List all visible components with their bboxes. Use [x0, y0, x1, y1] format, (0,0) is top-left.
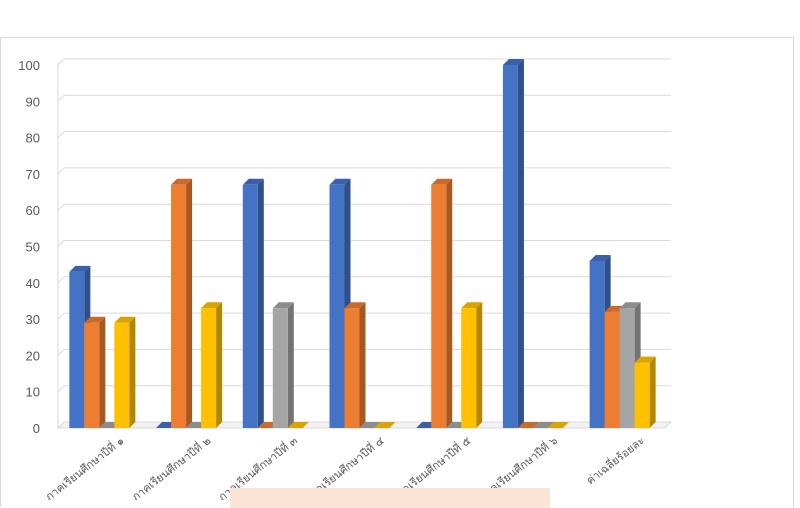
bar — [242, 178, 264, 428]
gridline-diagonal — [57, 240, 65, 247]
bar — [431, 178, 453, 428]
bar-top — [547, 422, 569, 428]
bar-front — [502, 65, 518, 428]
bar — [287, 422, 309, 428]
gridline-diagonal — [57, 421, 65, 429]
bar-top — [461, 302, 483, 309]
bar-top — [242, 178, 264, 185]
bar-top — [114, 316, 136, 323]
gridline-diagonal — [57, 94, 65, 102]
gridline-diagonal — [57, 167, 65, 175]
bar-front — [242, 184, 258, 428]
legend-box — [230, 488, 550, 508]
bar — [84, 316, 106, 428]
bar-top — [359, 422, 381, 428]
bar — [272, 302, 294, 428]
bar — [532, 422, 554, 428]
bar — [634, 356, 656, 428]
y-tick-label: 70 — [26, 167, 40, 182]
bar-front — [84, 322, 100, 428]
bar-top — [272, 302, 294, 309]
bar-top — [287, 422, 309, 428]
bar — [547, 422, 569, 428]
bar-front — [329, 184, 345, 428]
bar-front — [619, 308, 635, 428]
bar — [171, 178, 193, 428]
bar-front — [114, 322, 130, 428]
y-tick-label: 80 — [26, 131, 40, 146]
bar-side — [186, 178, 193, 428]
bar-front — [201, 308, 217, 428]
gridline-diagonal — [57, 276, 65, 284]
bar-front — [344, 308, 360, 428]
bar-top — [344, 302, 366, 309]
bar-top — [69, 265, 91, 272]
bar-side — [446, 178, 453, 428]
bar-front — [69, 271, 85, 428]
x-tick-label: ค่าเฉลี่ยร้อยละ — [583, 433, 647, 488]
gridline-diagonal — [57, 58, 65, 66]
y-tick-label: 0 — [33, 421, 40, 436]
bar-top — [589, 255, 611, 262]
bar-side — [129, 316, 136, 428]
bar-top — [431, 178, 453, 185]
bar-side — [359, 302, 366, 428]
gridline-diagonal — [57, 312, 65, 320]
y-tick-label: 60 — [26, 203, 40, 218]
bar-side — [287, 302, 294, 428]
bar-top — [634, 356, 656, 363]
y-tick-label: 40 — [26, 276, 40, 291]
gridline-diagonal — [57, 131, 65, 138]
bar — [359, 422, 381, 428]
bar-side — [517, 59, 524, 428]
bar — [517, 422, 539, 428]
bar-front — [171, 184, 187, 428]
bar — [461, 302, 483, 428]
y-tick-label: 10 — [26, 385, 40, 400]
bar-front — [431, 184, 447, 428]
bar-front — [634, 362, 650, 428]
chart-area — [0, 37, 794, 507]
gridline-diagonal — [57, 349, 65, 356]
bar-top — [502, 59, 524, 65]
bar-front — [461, 308, 477, 428]
x-tick-label: ภาคเรียนศึกษาปีที่ ๒ — [128, 433, 213, 500]
bar-front — [589, 261, 605, 428]
bar — [201, 302, 223, 428]
bar-top — [619, 302, 641, 309]
gridline-diagonal — [57, 203, 65, 211]
bar-top — [84, 316, 106, 323]
bar-top — [329, 178, 351, 185]
bar-front — [604, 311, 620, 428]
bar-side — [476, 302, 483, 428]
y-tick-label: 20 — [26, 348, 40, 363]
y-tick-label: 90 — [26, 94, 40, 109]
x-tick-label: ภาคเรียนศึกษาปีที่ ๑ — [42, 433, 127, 500]
y-tick-label: 100 — [18, 58, 40, 73]
bar-top — [532, 422, 554, 428]
bar-top — [171, 178, 193, 185]
y-tick-label: 30 — [26, 312, 40, 327]
bar — [502, 59, 524, 428]
bar-side — [216, 302, 223, 428]
y-tick-label: 50 — [26, 240, 40, 255]
bar-top — [517, 422, 539, 428]
bar — [344, 302, 366, 428]
bar-top — [374, 422, 396, 428]
bar — [114, 316, 136, 428]
gridline-diagonal — [57, 385, 65, 393]
bar-side — [257, 178, 264, 428]
bar-top — [201, 302, 223, 309]
bar-side — [99, 316, 106, 428]
bar-front — [272, 308, 288, 428]
bar-side — [649, 356, 656, 428]
bar — [374, 422, 396, 428]
